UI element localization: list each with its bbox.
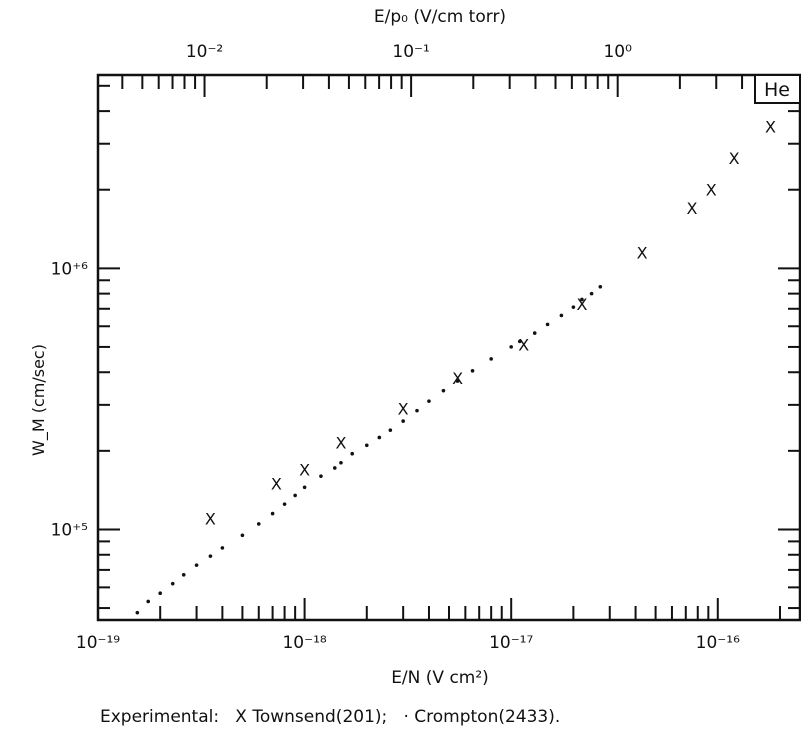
x2-tick-label: 10⁰ <box>603 42 632 62</box>
y-tick-label: 10⁺⁶ <box>51 259 89 279</box>
crompton-point <box>194 563 199 567</box>
crompton-point <box>240 533 245 538</box>
x2-tick-label: 10⁻² <box>186 42 223 62</box>
x-tick-label: 10⁻¹⁶ <box>696 633 740 653</box>
crompton-point <box>589 291 594 296</box>
townsend-point: X <box>576 295 587 314</box>
crompton-point <box>580 297 584 302</box>
tick-labels: 10⁻¹⁹ 10⁻¹⁸ 10⁻¹⁷ 10⁻¹⁶ 10⁻² 10⁻¹ 10⁰ 10⁺⁵ 10⁺⁶ <box>51 42 741 653</box>
townsend-point: X <box>637 243 648 262</box>
townsend-point: X <box>398 400 409 419</box>
crompton-point <box>332 466 337 470</box>
gas-label: He <box>764 79 790 101</box>
plot-frame <box>96 73 801 622</box>
crompton-point <box>532 331 537 335</box>
crompton-point <box>135 610 140 615</box>
townsend-point: X <box>518 336 529 355</box>
townsend-point: X <box>205 510 216 529</box>
x-axis-label: E/N (V cm²) <box>391 668 489 688</box>
crompton-point <box>441 388 446 393</box>
crompton-point <box>146 599 151 604</box>
crompton-point <box>571 305 576 309</box>
townsend-point: X <box>706 181 717 200</box>
crompton-point <box>377 435 382 440</box>
x2-tick-label: 10⁻¹ <box>392 42 429 62</box>
townsend-point: X <box>299 460 310 479</box>
crompton-point <box>208 554 213 558</box>
crompton-point <box>470 369 475 373</box>
crompton-point <box>415 408 419 413</box>
crompton-point <box>388 428 393 432</box>
crompton-point <box>545 322 550 327</box>
crompton-point <box>293 493 297 498</box>
tick-marks <box>97 75 800 620</box>
y-axis-label: W_M (cm/sec) <box>29 344 49 456</box>
crompton-point <box>509 345 513 349</box>
crompton-point <box>158 591 162 595</box>
crompton-point <box>598 284 603 289</box>
crompton-point <box>302 485 307 490</box>
crompton-point <box>319 474 323 478</box>
x-tick-label: 10⁻¹⁷ <box>489 633 533 653</box>
crompton-point <box>181 573 186 577</box>
crompton-point <box>256 522 261 526</box>
x-tick-label: 10⁻¹⁸ <box>282 633 326 653</box>
crompton-point <box>364 443 369 448</box>
crompton-point <box>350 451 355 456</box>
townsend-point: X <box>765 117 776 136</box>
townsend-point: X <box>729 149 740 168</box>
crompton-point <box>427 399 431 403</box>
crompton-point <box>489 357 493 361</box>
crompton-point <box>559 313 564 318</box>
gas-label-box <box>754 74 801 104</box>
crompton-point <box>170 581 175 586</box>
y-tick-label: 10⁺⁵ <box>51 520 88 540</box>
x2-axis-label: E/p₀ (V/cm torr) <box>374 7 506 27</box>
townsend-point: X <box>686 199 697 218</box>
crompton-point <box>517 339 522 344</box>
townsend-point: X <box>335 434 346 453</box>
crompton-point <box>401 419 405 423</box>
crompton-point <box>339 460 343 465</box>
townsend-point: X <box>271 474 282 493</box>
crompton-point <box>220 546 225 550</box>
x-tick-label: 10⁻¹⁹ <box>76 633 120 653</box>
crompton-point <box>282 502 287 506</box>
townsend-point: X <box>452 369 463 388</box>
crompton-point <box>455 379 460 383</box>
crompton-point <box>270 511 275 516</box>
caption: Experimental: X Townsend(201); · Crompto… <box>100 707 560 727</box>
